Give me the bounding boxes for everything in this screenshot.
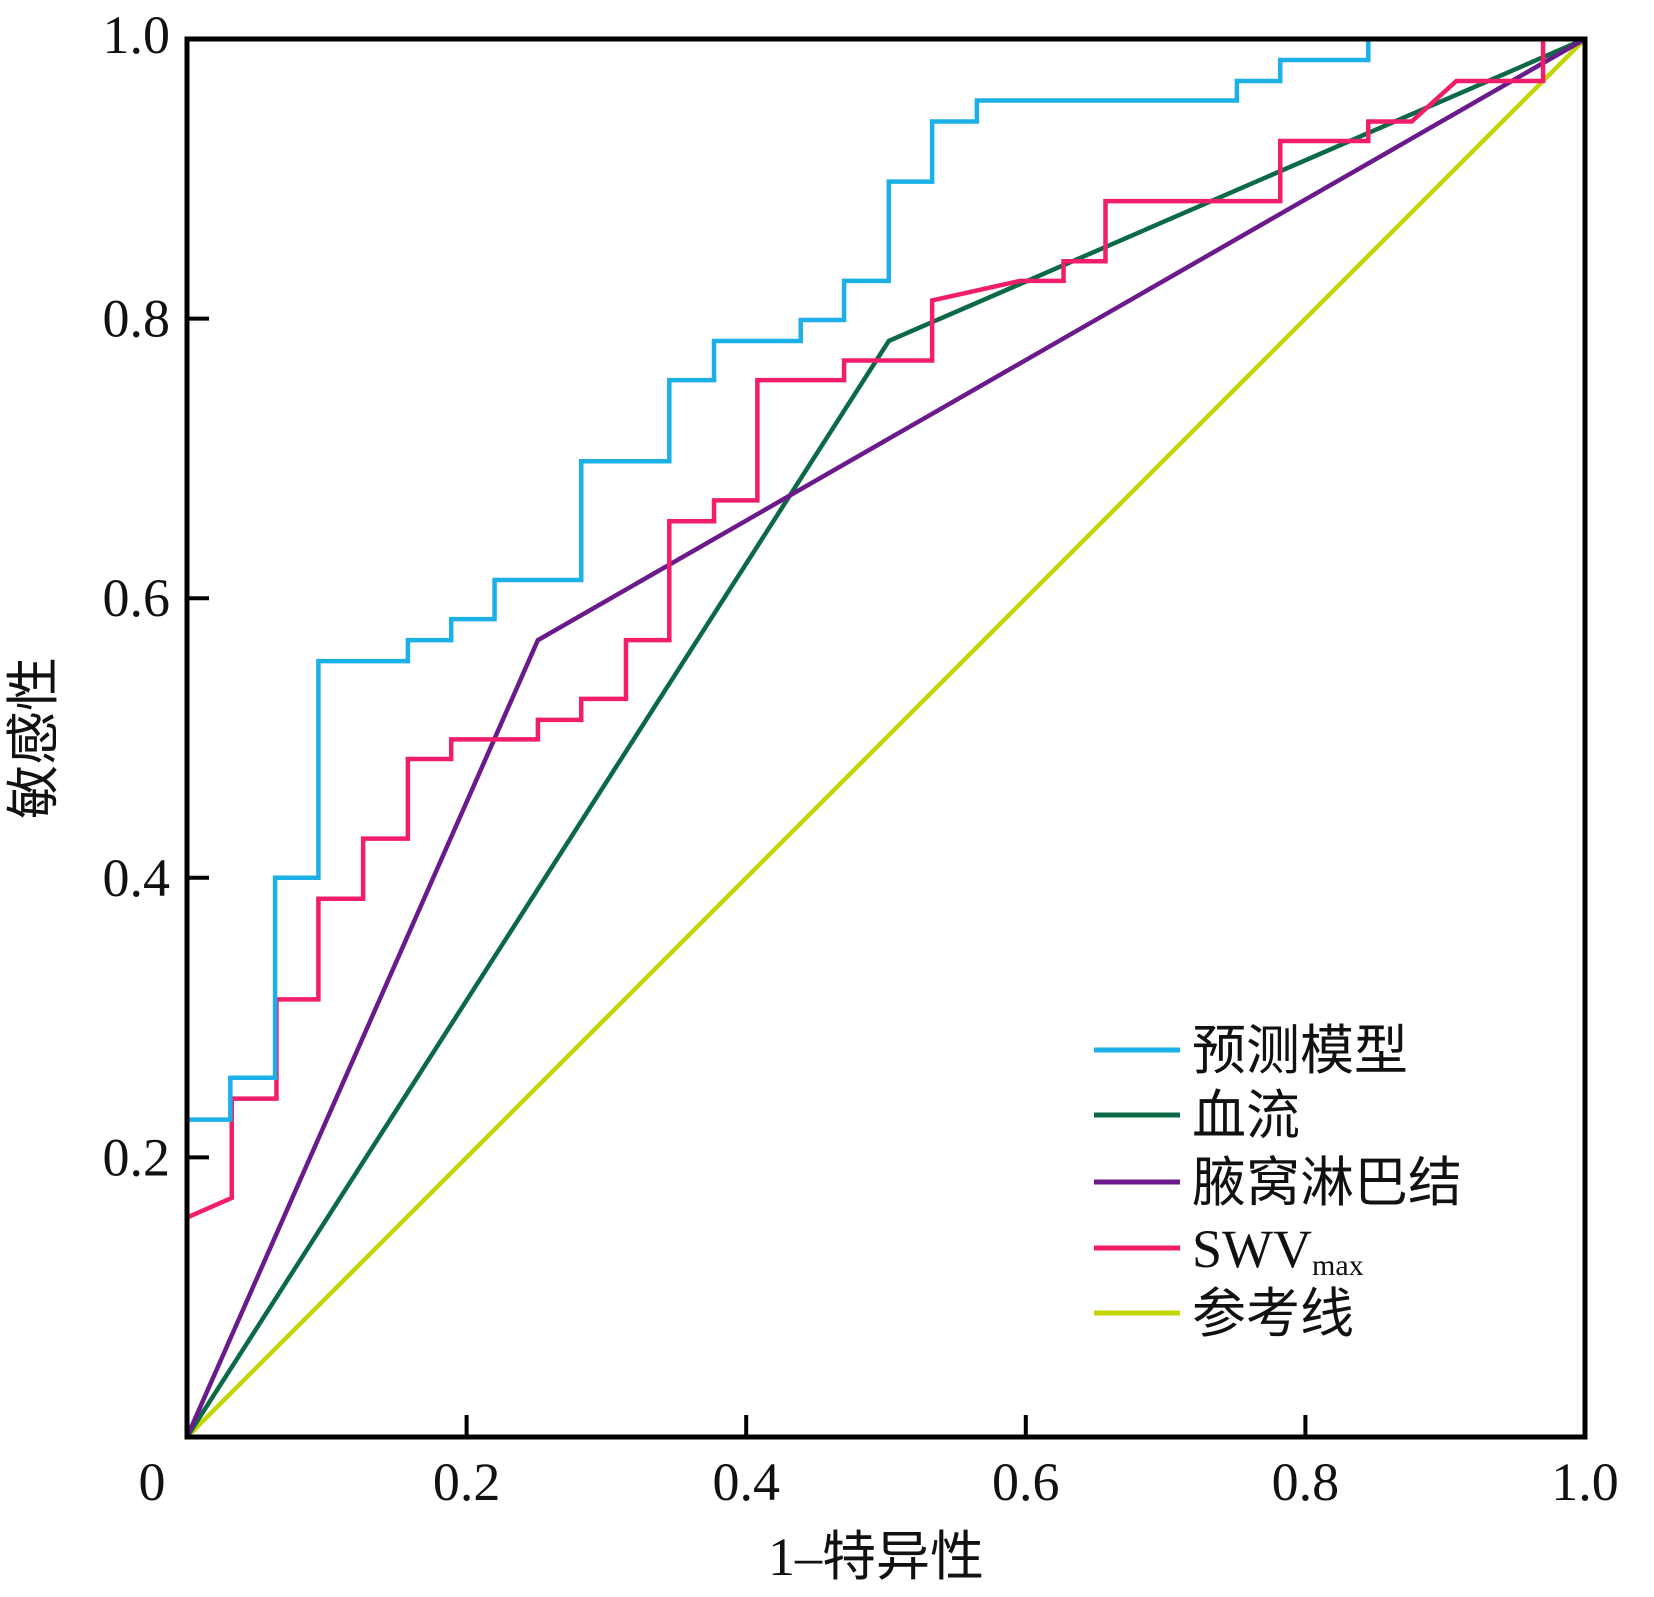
x-tick-label: 0.2 [433, 1452, 501, 1512]
legend-label-main: SWV [1192, 1219, 1312, 1279]
series-line-0 [187, 36, 1585, 1122]
y-axis-label: 敏感性 [4, 657, 64, 819]
x-tick-label: 0.6 [992, 1452, 1060, 1512]
legend-label: 腋窝淋巴结 [1192, 1153, 1462, 1213]
legend-label: 血流 [1192, 1086, 1300, 1146]
series-line-2 [184, 37, 1587, 1438]
ticks-layer: 0 0.2 0.4 0.6 0.8 1.0 0.2 0.4 0.6 0.8 1.0 [103, 5, 1619, 1512]
x-tick-label: 0 [139, 1452, 166, 1512]
plot-frame [184, 36, 1588, 1440]
legend-label: 预测模型 [1192, 1021, 1408, 1081]
legend-label: 参考线 [1192, 1284, 1354, 1344]
y-tick-label: 0.2 [103, 1127, 171, 1187]
y-tick-label: 0.4 [103, 848, 171, 908]
y-tick-label: 1.0 [103, 5, 171, 65]
y-tick-label: 0.6 [103, 568, 171, 628]
series-line-4 [185, 37, 1587, 1439]
series-line-3 [186, 36, 1585, 1220]
x-tick-label: 1.0 [1551, 1452, 1619, 1512]
x-tick-label: 0.4 [712, 1452, 780, 1512]
x-tick-label: 0.8 [1272, 1452, 1340, 1512]
legend-label-sub: max [1312, 1249, 1364, 1282]
y-tick-label: 0.8 [103, 289, 171, 349]
x-axis-label: 1–特异性 [768, 1527, 984, 1587]
legend-label: SWVmax [1192, 1219, 1364, 1282]
series-layer [184, 36, 1587, 1439]
